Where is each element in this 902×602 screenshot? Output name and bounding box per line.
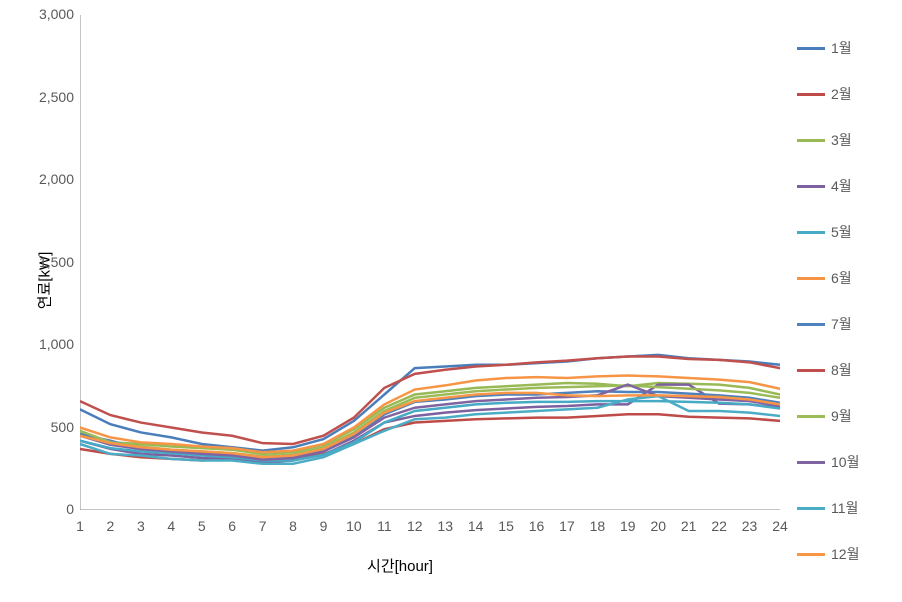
- legend-item: 1월: [797, 25, 892, 71]
- chart-container: 연료[kW] 시간[hour] 05001,0001,5002,0002,500…: [0, 0, 902, 602]
- x-tick-label: 12: [407, 518, 423, 534]
- y-tick-label: 500: [14, 419, 74, 435]
- legend-swatch: [797, 323, 825, 326]
- x-tick-label: 10: [346, 518, 362, 534]
- x-tick-label: 9: [320, 518, 328, 534]
- legend-label: 10월: [831, 452, 859, 472]
- legend-item: 2월: [797, 71, 892, 117]
- y-tick-label: 3,000: [14, 6, 74, 22]
- x-tick-label: 15: [498, 518, 514, 534]
- y-tick-label: 0: [14, 501, 74, 517]
- x-tick-label: 13: [437, 518, 453, 534]
- y-tick-label: 2,500: [14, 89, 74, 105]
- legend-label: 7월: [831, 314, 852, 334]
- legend-swatch: [797, 415, 825, 418]
- legend-swatch: [797, 369, 825, 372]
- legend: 1월 2월 3월 4월 5월 6월 7월 8월 9월 10월 11월 12월: [797, 25, 892, 577]
- x-tick-label: 18: [590, 518, 606, 534]
- legend-item: 3월: [797, 117, 892, 163]
- y-tick-label: 2,000: [14, 171, 74, 187]
- legend-item: 11월: [797, 485, 892, 531]
- plot-area: [80, 15, 780, 510]
- legend-swatch: [797, 231, 825, 234]
- x-tick-label: 20: [650, 518, 666, 534]
- legend-label: 8월: [831, 360, 852, 380]
- x-tick-label: 7: [259, 518, 267, 534]
- legend-label: 4월: [831, 176, 852, 196]
- legend-label: 9월: [831, 406, 852, 426]
- legend-label: 12월: [831, 544, 859, 564]
- legend-swatch: [797, 507, 825, 510]
- legend-swatch: [797, 93, 825, 96]
- chart-svg: [80, 15, 780, 510]
- x-tick-label: 2: [107, 518, 115, 534]
- x-tick-label: 17: [559, 518, 575, 534]
- legend-item: 9월: [797, 393, 892, 439]
- y-tick-label: 1,000: [14, 336, 74, 352]
- legend-item: 12월: [797, 531, 892, 577]
- x-tick-label: 4: [167, 518, 175, 534]
- legend-item: 6월: [797, 255, 892, 301]
- legend-item: 8월: [797, 347, 892, 393]
- x-tick-label: 21: [681, 518, 697, 534]
- legend-swatch: [797, 185, 825, 188]
- x-tick-label: 11: [377, 518, 392, 534]
- legend-item: 10월: [797, 439, 892, 485]
- legend-item: 4월: [797, 163, 892, 209]
- x-tick-label: 1: [76, 518, 84, 534]
- legend-label: 1월: [831, 38, 852, 58]
- x-tick-label: 5: [198, 518, 206, 534]
- x-tick-label: 19: [620, 518, 636, 534]
- legend-label: 2월: [831, 84, 852, 104]
- x-tick-label: 22: [711, 518, 727, 534]
- legend-swatch: [797, 139, 825, 142]
- x-axis-label: 시간[hour]: [367, 555, 433, 576]
- x-tick-label: 8: [289, 518, 297, 534]
- legend-swatch: [797, 277, 825, 280]
- legend-label: 3월: [831, 130, 852, 150]
- x-tick-label: 23: [742, 518, 758, 534]
- legend-label: 6월: [831, 268, 852, 288]
- legend-item: 5월: [797, 209, 892, 255]
- x-tick-label: 6: [228, 518, 236, 534]
- y-tick-label: 1,500: [14, 254, 74, 270]
- x-tick-label: 16: [529, 518, 545, 534]
- x-tick-label: 14: [468, 518, 484, 534]
- legend-label: 5월: [831, 222, 852, 242]
- legend-label: 11월: [831, 498, 858, 518]
- x-tick-label: 3: [137, 518, 145, 534]
- legend-item: 7월: [797, 301, 892, 347]
- legend-swatch: [797, 47, 825, 50]
- legend-swatch: [797, 553, 825, 556]
- legend-swatch: [797, 461, 825, 464]
- x-tick-label: 24: [772, 518, 788, 534]
